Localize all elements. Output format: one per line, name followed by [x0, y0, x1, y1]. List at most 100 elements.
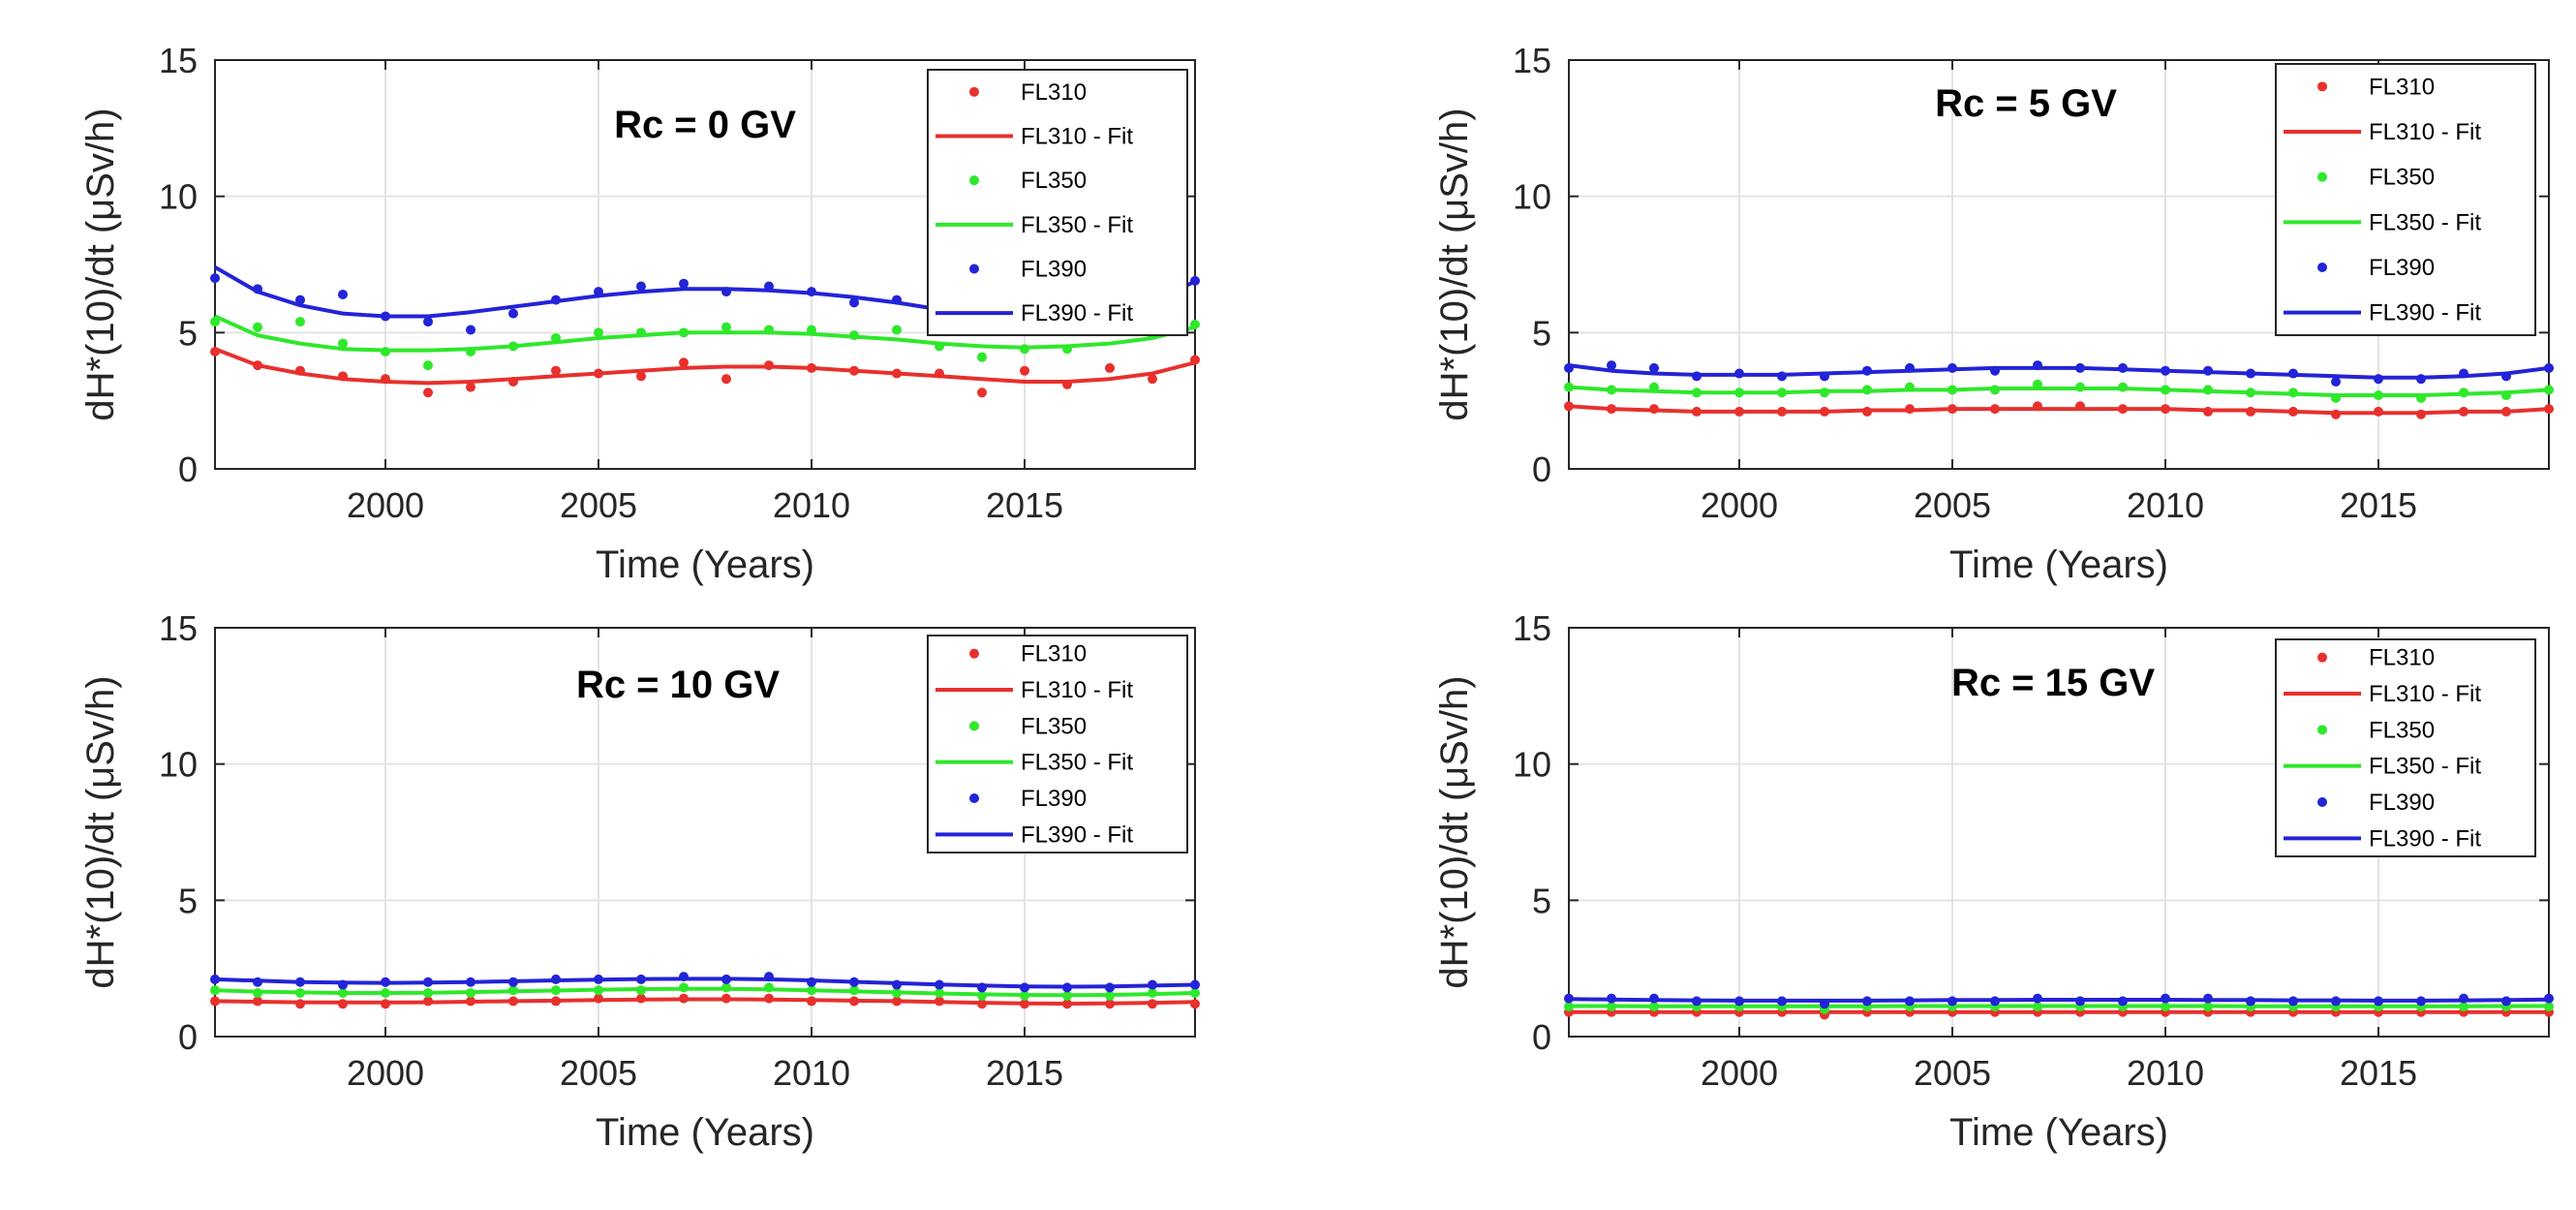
data-point	[1862, 996, 1872, 1006]
data-point	[1734, 388, 1744, 397]
data-point	[679, 994, 689, 1004]
x-tick-label: 2010	[2127, 485, 2204, 525]
data-point	[1607, 404, 1616, 414]
data-point	[508, 996, 518, 1006]
data-point	[764, 994, 774, 1004]
x-axis-label: Time (Years)	[1949, 1111, 2168, 1154]
y-axis-label: dH*(10)/dt (μSv/h)	[79, 675, 122, 988]
data-point	[2161, 994, 2170, 1004]
data-point	[1190, 276, 1200, 286]
data-point	[2501, 371, 2511, 381]
data-point	[2459, 388, 2469, 397]
y-axis-label: dH*(10)/dt (μSv/h)	[1433, 108, 1476, 420]
y-tick-label: 5	[1532, 881, 1551, 920]
data-point	[423, 388, 433, 397]
legend-label: FL350 - Fit	[2369, 754, 2481, 780]
data-point	[1692, 996, 1702, 1006]
data-point	[679, 982, 689, 992]
legend-point-marker	[2317, 653, 2327, 663]
data-point	[1820, 371, 1829, 381]
data-point	[1905, 383, 1915, 392]
data-point	[2331, 377, 2341, 387]
legend-box	[2276, 64, 2535, 335]
data-point	[1862, 385, 1872, 394]
data-point	[1649, 363, 1659, 373]
x-tick-label: 2015	[986, 485, 1063, 525]
data-point	[2246, 369, 2255, 379]
legend-point-marker	[2317, 172, 2327, 182]
data-point	[2331, 410, 2341, 419]
data-point	[2544, 385, 2554, 394]
data-point	[892, 326, 902, 335]
data-point	[2501, 390, 2511, 400]
legend-label: FL310	[1021, 79, 1087, 106]
data-point	[338, 290, 348, 299]
data-point	[636, 975, 646, 984]
data-point	[1777, 371, 1787, 381]
data-point	[1649, 404, 1659, 414]
data-point	[2033, 380, 2042, 389]
data-point	[807, 363, 816, 373]
legend-point-marker	[2317, 263, 2327, 272]
data-point	[423, 317, 433, 326]
data-point	[551, 996, 561, 1006]
data-point	[338, 999, 348, 1008]
data-point	[1734, 369, 1744, 379]
data-point	[2288, 996, 2298, 1006]
data-point	[892, 295, 902, 305]
data-point	[1105, 363, 1115, 373]
y-tick-label: 15	[1513, 41, 1551, 80]
data-point	[636, 282, 646, 292]
legend-label: FL390	[1021, 786, 1087, 812]
y-tick-label: 15	[1513, 608, 1551, 648]
legend-label: FL350 - Fit	[1021, 212, 1133, 238]
data-point	[2331, 996, 2341, 1006]
data-point	[935, 980, 944, 990]
data-point	[849, 996, 859, 1006]
x-tick-label: 2000	[1701, 1053, 1778, 1093]
data-point	[721, 975, 731, 984]
data-point	[2331, 393, 2341, 403]
panel-title: Rc = 0 GV	[614, 104, 796, 146]
legend-label: FL390 - Fit	[1021, 822, 1133, 848]
data-point	[2501, 407, 2511, 417]
x-tick-label: 2005	[1914, 485, 1991, 525]
data-point	[849, 366, 859, 376]
data-point	[381, 977, 390, 987]
data-point	[2374, 407, 2383, 417]
data-point	[253, 323, 262, 332]
data-point	[551, 295, 561, 305]
data-point	[551, 366, 561, 376]
legend-point-marker	[969, 175, 979, 185]
data-point	[1862, 407, 1872, 417]
data-point	[253, 360, 262, 370]
legend-point-marker	[2317, 797, 2327, 807]
data-point	[1734, 407, 1744, 417]
data-point	[1607, 360, 1616, 370]
data-point	[1947, 385, 1957, 394]
data-point	[1820, 407, 1829, 417]
legend-box	[928, 70, 1187, 335]
data-point	[295, 366, 305, 376]
data-point	[253, 988, 262, 998]
legend-label: FL310	[1021, 641, 1087, 667]
data-point	[1020, 344, 1029, 354]
y-tick-label: 0	[178, 450, 198, 489]
legend-label: FL390 - Fit	[2369, 825, 2481, 852]
y-tick-label: 0	[1532, 450, 1551, 489]
x-tick-label: 2000	[1701, 485, 1778, 525]
legend-label: FL390	[2369, 790, 2435, 816]
y-tick-label: 0	[178, 1017, 198, 1057]
data-point	[1777, 996, 1787, 1006]
data-point	[2288, 388, 2298, 397]
legend-label: FL390	[1021, 257, 1087, 283]
data-point	[721, 287, 731, 296]
data-point	[381, 311, 390, 321]
data-point	[508, 309, 518, 319]
x-tick-label: 2000	[347, 485, 424, 525]
x-tick-label: 2015	[986, 1053, 1063, 1093]
data-point	[849, 977, 859, 987]
data-point	[2246, 407, 2255, 417]
